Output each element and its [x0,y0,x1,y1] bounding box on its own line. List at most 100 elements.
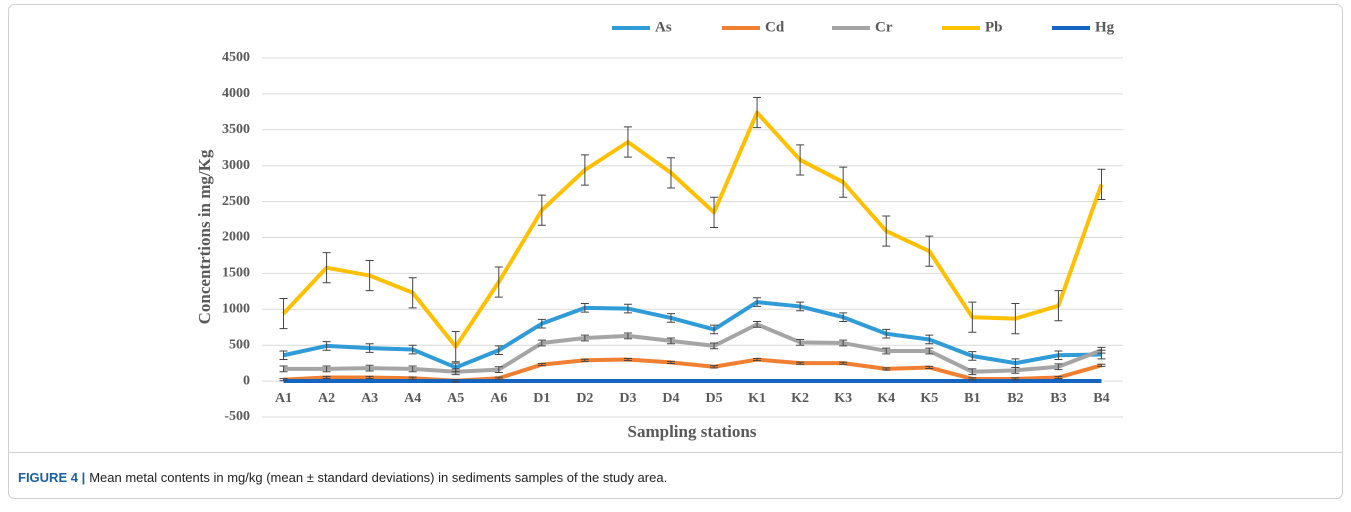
error-bar [666,313,675,323]
series-line [282,110,1104,349]
y-tick-label: 2000 [222,230,250,245]
figure-border [8,4,1343,499]
error-bar [537,339,546,347]
error-bar [494,345,503,356]
error-bar [882,215,891,247]
error-bar [580,334,589,342]
error-bar [1011,366,1020,374]
error-bar [408,365,417,373]
error-bar [494,376,503,380]
error-bar [753,321,762,328]
error-bar [322,341,331,351]
error-bar [365,259,374,292]
y-tick-label: 0 [243,373,250,388]
error-bar [710,342,719,350]
x-tick-label: B1 [964,391,980,406]
error-bar [666,157,675,189]
error-bar [451,331,460,363]
y-tick-label: 1000 [222,302,250,317]
error-bar [753,357,762,362]
error-bar [580,303,589,313]
error-bar [1097,168,1106,200]
y-tick-label: 2500 [222,194,250,209]
caption-text: Mean metal contents in mg/kg (mean ± sta… [89,470,667,485]
error-bar [537,363,546,367]
x-tick-label: B3 [1050,391,1066,406]
legend-label: Cd [765,19,785,35]
error-bar [710,324,719,335]
error-bar [537,318,546,329]
error-bar [796,338,805,346]
y-tick-label: 4500 [222,50,250,65]
x-tick-label: K5 [920,391,938,406]
error-bar [365,343,374,353]
x-tick-label: K4 [877,391,895,406]
error-bar [1011,303,1020,335]
error-bar [279,350,288,361]
x-tick-label: K1 [748,391,766,406]
error-bar [451,379,460,383]
error-bar [408,277,417,309]
error-bar [1054,290,1063,322]
y-tick-label: 1500 [222,266,250,281]
error-bar [1054,363,1063,371]
error-bar [968,368,977,376]
x-tick-label: B2 [1007,391,1023,406]
error-bar [925,365,934,370]
x-tick-label: K3 [834,391,852,406]
error-bar [1097,363,1106,367]
x-tick-label: D2 [576,391,593,406]
error-bar [623,126,632,158]
error-bar [753,297,762,307]
y-axis-title: Concentrtions in mg/Kg [195,149,214,324]
error-bar [623,332,632,340]
legend-label: As [655,19,672,35]
x-tick-label: D1 [533,391,550,406]
error-bar [753,96,762,129]
caption-label: FIGURE 4 | [18,470,85,485]
error-bar [925,235,934,267]
error-bar [710,196,719,228]
error-bar [839,166,848,198]
error-bar [408,376,417,380]
x-tick-label: A3 [361,391,378,406]
error-bar [365,364,374,372]
error-bar [322,252,331,284]
x-tick-label: K2 [791,391,809,406]
error-bar [580,154,589,186]
error-bar [796,144,805,176]
error-bar [882,347,891,355]
error-bar [666,337,675,345]
error-bar [494,366,503,373]
y-tick-label: 4000 [222,86,250,101]
error-bar [796,361,805,365]
error-bar [322,375,331,380]
y-tick-label: -500 [224,409,250,424]
legend-label: Cr [875,19,893,35]
error-bar [279,298,288,330]
series-line [283,322,1103,374]
error-bar [882,367,891,371]
x-tick-label: A1 [275,391,292,406]
error-bar [1097,346,1106,354]
error-bar [968,377,977,381]
error-bar [494,266,503,298]
error-bar [968,301,977,333]
error-bar [839,339,848,347]
x-tick-label: D5 [705,391,722,406]
error-bar [925,334,934,345]
error-bar [408,344,417,355]
error-bar [882,328,891,339]
error-bar [1011,377,1020,381]
error-bar [666,360,675,365]
error-bar [1054,375,1063,380]
error-bar [279,378,288,382]
error-bar [968,351,977,361]
error-bar [925,347,934,355]
series-line [283,357,1103,383]
x-tick-label: A2 [318,391,335,406]
error-bar [580,358,589,362]
x-tick-label: A4 [404,391,421,406]
y-tick-label: 500 [229,337,250,352]
